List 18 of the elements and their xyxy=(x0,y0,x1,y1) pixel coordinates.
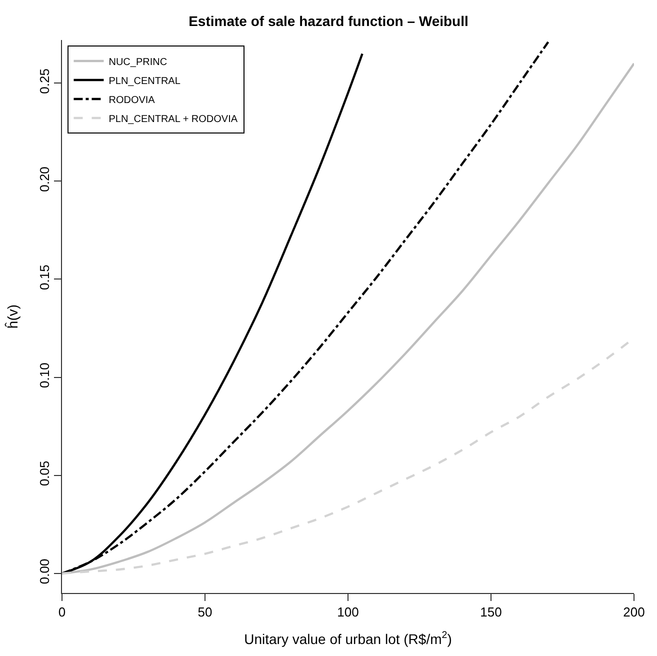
y-axis-title: ĥ(v) xyxy=(4,304,20,329)
y-tick-label: 0.15 xyxy=(36,264,52,290)
x-tick-label: 50 xyxy=(198,604,212,620)
y-tick-label: 0.20 xyxy=(36,166,52,192)
y-tick-label: 0.25 xyxy=(36,68,52,94)
y-tick-label: 0.00 xyxy=(36,558,52,584)
chart-title: Estimate of sale hazard function – Weibull xyxy=(188,13,468,30)
x-tick-label: 200 xyxy=(623,604,645,620)
x-tick-label: 0 xyxy=(58,604,66,620)
legend-label: NUC_PRINC xyxy=(108,56,168,68)
y-tick-label: 0.05 xyxy=(36,460,52,486)
legend-label: PLN_CENTRAL xyxy=(108,76,181,87)
x-tick-label: 100 xyxy=(337,604,359,620)
x-tick-label: 150 xyxy=(480,604,502,620)
legend-label: RODOVIA xyxy=(108,94,156,106)
legend-label: PLN_CENTRAL + RODOVIA xyxy=(108,114,238,125)
x-axis-title: Unitary value of urban lot (R$/m$^{2}$) xyxy=(244,630,452,647)
y-tick-label: 0.10 xyxy=(36,362,52,388)
